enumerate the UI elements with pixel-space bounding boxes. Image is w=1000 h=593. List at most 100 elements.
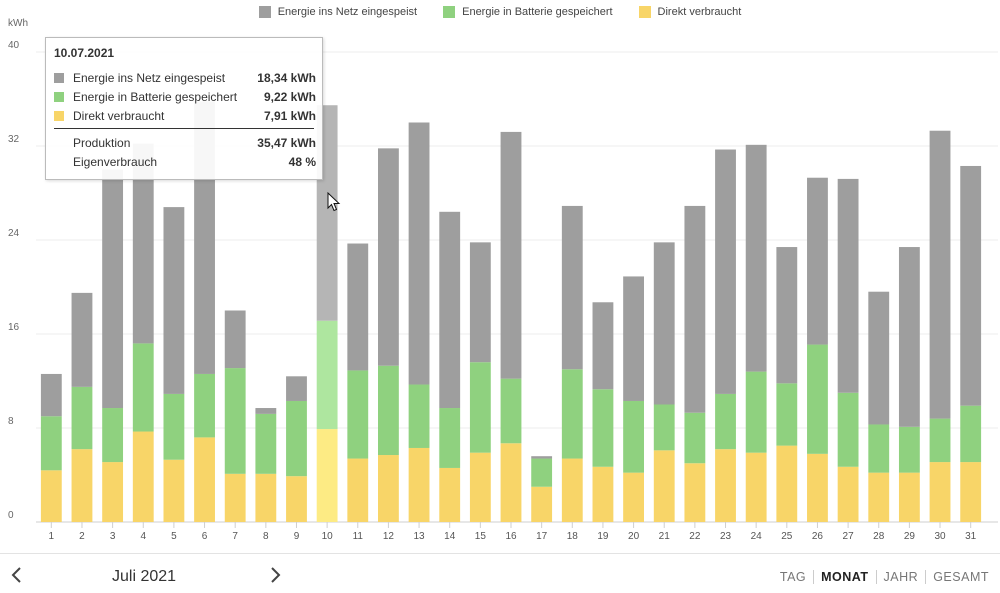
bar-segment-battery[interactable] bbox=[745, 371, 767, 453]
bar-segment-direct[interactable] bbox=[531, 486, 553, 522]
bar-segment-direct[interactable] bbox=[255, 473, 277, 522]
bar-segment-direct[interactable] bbox=[500, 443, 522, 522]
bar-segment-grid[interactable] bbox=[837, 178, 859, 393]
bar-segment-battery[interactable] bbox=[132, 343, 154, 432]
bar-segment-grid[interactable] bbox=[224, 310, 246, 369]
bar-segment-battery[interactable] bbox=[592, 389, 614, 467]
bar-segment-battery[interactable] bbox=[561, 369, 583, 459]
bar-segment-grid[interactable] bbox=[715, 149, 736, 394]
bar-segment-direct[interactable] bbox=[71, 449, 93, 522]
bar-segment-battery[interactable] bbox=[439, 408, 461, 468]
bar-segment-direct[interactable] bbox=[40, 470, 62, 522]
bar-segment-direct[interactable] bbox=[132, 431, 154, 522]
bar-segment-grid[interactable] bbox=[102, 169, 124, 409]
bar-segment-battery[interactable] bbox=[194, 373, 215, 438]
legend-item-direct[interactable]: Direkt verbraucht bbox=[638, 4, 741, 20]
bar-segment-grid[interactable] bbox=[132, 143, 154, 344]
bar-segment-grid[interactable] bbox=[40, 373, 62, 417]
bar-segment-grid[interactable] bbox=[378, 148, 399, 366]
bar-segment-direct[interactable] bbox=[286, 476, 307, 522]
tab-total[interactable]: GESAMT bbox=[925, 570, 996, 584]
bar-segment-battery[interactable] bbox=[653, 404, 675, 451]
bar-segment-battery[interactable] bbox=[960, 405, 982, 463]
bar-segment-grid[interactable] bbox=[592, 302, 614, 390]
bar-segment-direct[interactable] bbox=[868, 472, 890, 522]
bar-segment-battery[interactable] bbox=[776, 383, 798, 446]
legend-item-grid[interactable]: Energie ins Netz eingespeist bbox=[258, 4, 417, 20]
bar-segment-grid[interactable] bbox=[776, 247, 798, 384]
bar-segment-grid[interactable] bbox=[286, 376, 307, 401]
bar-segment-direct[interactable] bbox=[439, 467, 461, 522]
bar-segment-direct[interactable] bbox=[163, 459, 185, 522]
bar-segment-battery[interactable] bbox=[929, 418, 951, 463]
bar-segment-direct[interactable] bbox=[561, 458, 583, 522]
bar-segment-grid[interactable] bbox=[684, 205, 706, 413]
chevron-left-icon[interactable] bbox=[10, 566, 24, 584]
bar-segment-grid[interactable] bbox=[745, 144, 767, 372]
bar-segment-direct[interactable] bbox=[408, 447, 430, 522]
bar-segment-grid[interactable] bbox=[898, 247, 920, 427]
bar-segment-direct[interactable] bbox=[898, 472, 920, 522]
bar-segment-direct[interactable] bbox=[776, 445, 798, 522]
bar-segment-grid[interactable] bbox=[653, 242, 675, 405]
bar-segment-battery[interactable] bbox=[408, 384, 430, 448]
bar-segment-battery[interactable] bbox=[868, 424, 890, 473]
bar-segment-battery[interactable] bbox=[531, 458, 553, 487]
bar-segment-direct[interactable] bbox=[224, 473, 246, 522]
bar-segment-direct[interactable] bbox=[807, 453, 828, 522]
bar-segment-battery[interactable] bbox=[837, 392, 859, 467]
bar-segment-direct[interactable] bbox=[347, 458, 369, 522]
bar-segment-battery[interactable] bbox=[684, 412, 706, 464]
bar-segment-battery[interactable] bbox=[898, 426, 920, 473]
bar-segment-direct[interactable] bbox=[837, 466, 859, 522]
bar-segment-direct[interactable] bbox=[316, 429, 338, 522]
bar-segment-battery[interactable] bbox=[623, 400, 644, 473]
bar-segment-grid[interactable] bbox=[960, 165, 982, 406]
bar-segment-direct[interactable] bbox=[929, 462, 951, 522]
bar-segment-grid[interactable] bbox=[531, 456, 553, 459]
bar-segment-direct[interactable] bbox=[102, 462, 124, 522]
bar-segment-direct[interactable] bbox=[469, 452, 491, 522]
bar-segment-battery[interactable] bbox=[102, 408, 124, 463]
bar-segment-direct[interactable] bbox=[378, 455, 399, 522]
bar-segment-battery[interactable] bbox=[807, 344, 828, 454]
bar-segment-grid[interactable] bbox=[347, 243, 369, 371]
bar-segment-direct[interactable] bbox=[194, 437, 215, 522]
bar-segment-direct[interactable] bbox=[623, 472, 644, 522]
bar-segment-battery[interactable] bbox=[378, 365, 399, 456]
bar-segment-battery[interactable] bbox=[500, 378, 522, 444]
bar-segment-direct[interactable] bbox=[745, 452, 767, 522]
bar-segment-grid[interactable] bbox=[439, 211, 461, 409]
bar-segment-grid[interactable] bbox=[255, 408, 277, 414]
bar-segment-grid[interactable] bbox=[929, 130, 951, 419]
bar-segment-grid[interactable] bbox=[623, 276, 644, 401]
bar-segment-battery[interactable] bbox=[286, 400, 307, 477]
bar-segment-grid[interactable] bbox=[500, 131, 522, 379]
bar-segment-battery[interactable] bbox=[40, 416, 62, 471]
bar-segment-grid[interactable] bbox=[408, 122, 430, 385]
tab-month[interactable]: MONAT bbox=[813, 570, 875, 584]
bar-segment-grid[interactable] bbox=[807, 177, 828, 345]
bar-segment-grid[interactable] bbox=[163, 207, 185, 394]
bar-segment-battery[interactable] bbox=[255, 413, 277, 474]
bar-segment-grid[interactable] bbox=[868, 291, 890, 425]
tab-year[interactable]: JAHR bbox=[875, 570, 926, 584]
bar-segment-direct[interactable] bbox=[960, 462, 982, 522]
tab-day[interactable]: TAG bbox=[779, 570, 807, 584]
legend-item-battery[interactable]: Energie in Batterie gespeichert bbox=[443, 4, 613, 20]
bar-segment-direct[interactable] bbox=[653, 450, 675, 522]
bar-segment-battery[interactable] bbox=[715, 393, 736, 450]
bar-segment-direct[interactable] bbox=[592, 466, 614, 522]
bar-segment-grid[interactable] bbox=[561, 205, 583, 370]
bar-segment-battery[interactable] bbox=[347, 370, 369, 459]
bar-segment-grid[interactable] bbox=[71, 292, 93, 387]
bar-segment-battery[interactable] bbox=[163, 393, 185, 460]
bar-segment-battery[interactable] bbox=[469, 362, 491, 453]
bar-segment-direct[interactable] bbox=[684, 463, 706, 522]
bar-segment-direct[interactable] bbox=[715, 449, 736, 522]
bar-segment-grid[interactable] bbox=[469, 242, 491, 363]
bar-segment-battery[interactable] bbox=[316, 320, 338, 430]
chevron-right-icon[interactable] bbox=[268, 566, 282, 584]
bar-segment-battery[interactable] bbox=[71, 386, 93, 450]
bar-segment-battery[interactable] bbox=[224, 368, 246, 474]
